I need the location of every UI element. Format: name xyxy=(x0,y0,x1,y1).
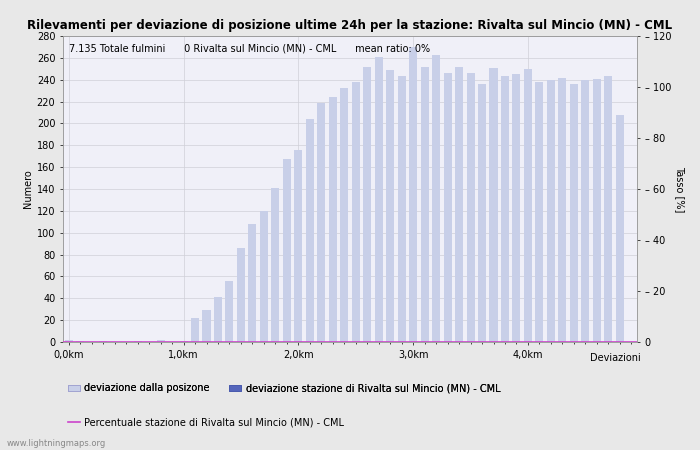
Bar xyxy=(317,103,326,342)
Bar xyxy=(294,150,302,342)
Bar xyxy=(340,89,349,342)
Bar xyxy=(398,76,406,342)
Bar xyxy=(536,82,543,342)
Legend: deviazione dalla posizone, deviazione stazione di Rivalta sul Mincio (MN) - CML: deviazione dalla posizone, deviazione st… xyxy=(68,383,500,393)
Y-axis label: Tasso [%]: Tasso [%] xyxy=(676,166,685,212)
Bar xyxy=(512,74,521,342)
Bar xyxy=(179,341,188,342)
Bar xyxy=(524,69,532,342)
Bar xyxy=(547,80,555,342)
Bar xyxy=(76,341,84,342)
Legend: Percentuale stazione di Rivalta sul Mincio (MN) - CML: Percentuale stazione di Rivalta sul Minc… xyxy=(68,417,344,427)
Bar xyxy=(225,281,234,342)
Bar xyxy=(455,67,463,342)
Bar xyxy=(581,80,589,342)
Bar xyxy=(272,188,279,342)
Bar xyxy=(489,68,498,342)
Bar xyxy=(157,340,164,342)
Bar xyxy=(64,340,73,342)
Bar xyxy=(134,341,141,342)
Text: Deviazioni: Deviazioni xyxy=(589,353,640,363)
Bar xyxy=(466,73,475,342)
Bar xyxy=(191,318,199,342)
Bar xyxy=(432,54,440,342)
Title: Rilevamenti per deviazione di posizione ultime 24h per la stazione: Rivalta sul : Rilevamenti per deviazione di posizione … xyxy=(27,19,673,32)
Bar xyxy=(99,341,107,342)
Bar xyxy=(559,77,566,342)
Bar xyxy=(444,73,452,342)
Bar xyxy=(593,79,601,342)
Bar xyxy=(283,159,291,342)
Bar xyxy=(570,84,578,342)
Bar xyxy=(306,119,314,342)
Bar xyxy=(478,84,486,342)
Bar xyxy=(351,82,360,342)
Bar xyxy=(248,224,256,342)
Bar xyxy=(214,297,222,342)
Text: 7.135 Totale fulmini      0 Rivalta sul Mincio (MN) - CML      mean ratio: 0%: 7.135 Totale fulmini 0 Rivalta sul Minci… xyxy=(69,44,430,54)
Bar xyxy=(386,70,394,342)
Bar xyxy=(501,76,509,342)
Bar xyxy=(363,67,371,342)
Bar xyxy=(421,67,428,342)
Bar xyxy=(237,248,245,342)
Bar xyxy=(202,310,211,342)
Bar xyxy=(616,115,624,342)
Y-axis label: Numero: Numero xyxy=(22,170,33,208)
Text: www.lightningmaps.org: www.lightningmaps.org xyxy=(7,439,106,448)
Bar xyxy=(329,97,337,342)
Bar xyxy=(374,57,383,342)
Bar xyxy=(604,76,612,342)
Bar xyxy=(409,47,417,342)
Bar xyxy=(260,211,268,342)
